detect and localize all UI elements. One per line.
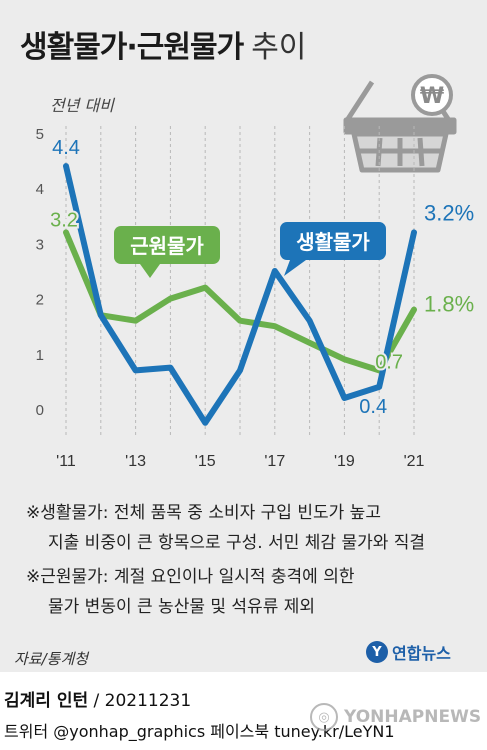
callout-label: 근원물가 (130, 235, 204, 258)
yonhap-logo-icon: Y (366, 641, 388, 663)
data-point (65, 165, 67, 167)
x-tick-label: '19 (334, 453, 355, 470)
data-label: 1.8% (424, 292, 474, 317)
title-sub: 추이 (251, 30, 307, 65)
data-point (204, 422, 206, 424)
author: 김계리 인턴 (4, 691, 89, 711)
data-label: 3.2% (424, 200, 474, 225)
data-point (309, 342, 311, 344)
callout-tail (284, 260, 306, 276)
data-point (413, 231, 415, 233)
footnote-line: 지출 비중이 큰 항목으로 구성. 서민 체감 물가와 직결 (48, 533, 426, 553)
data-point (343, 358, 345, 360)
footnote-core-prices: ※근원물가: 계절 요인이나 일시적 충격에 의한 물가 변동이 큰 농산물 및… (26, 562, 425, 622)
data-point (65, 231, 67, 233)
footnote-living-prices: ※생활물가: 전체 품목 중 소비자 구입 빈도가 높고 지출 비중이 큰 항목… (26, 498, 425, 558)
data-point (413, 309, 415, 311)
x-tick-label: '11 (56, 453, 76, 470)
x-tick-label: '13 (125, 453, 146, 470)
callout-label: 생활물가 (296, 231, 370, 254)
footnote-line: ※근원물가: 계절 요인이나 일시적 충격에 의한 (26, 567, 355, 587)
x-tick-label: '17 (264, 453, 285, 470)
data-point (135, 369, 137, 371)
footnote-line: 물가 변동이 큰 농산물 및 석유류 제외 (48, 597, 316, 617)
data-label: 0.7 (375, 351, 403, 373)
y-tick-label: 4 (36, 181, 44, 198)
y-tick-label: 3 (36, 236, 44, 253)
won-sign-icon: ₩ (411, 74, 453, 116)
data-point (100, 314, 102, 316)
chart-title: 생활물가·근원물가 추이 (20, 22, 306, 66)
callout-bubble (280, 222, 386, 260)
data-point (309, 320, 311, 322)
y-tick-label: 5 (36, 126, 44, 143)
y-tick-label: 2 (36, 292, 44, 309)
data-point (378, 386, 380, 388)
data-point (135, 320, 137, 322)
footnotes: ※생활물가: 전체 품목 중 소비자 구입 빈도가 높고 지출 비중이 큰 항목… (26, 498, 425, 626)
data-point (239, 320, 241, 322)
yonhap-logo: Y 연합뉴스 (366, 640, 451, 664)
footnote-line: ※생활물가: 전체 품목 중 소비자 구입 빈도가 높고 (26, 503, 381, 523)
data-point (239, 369, 241, 371)
y-tick-label: 1 (36, 347, 44, 364)
data-point (169, 298, 171, 300)
svg-text:₩: ₩ (420, 84, 444, 109)
data-point (343, 397, 345, 399)
social-links: 트위터 @yonhap_graphics 페이스북 tuney.kr/LeYN1 (4, 722, 395, 741)
data-point (274, 325, 276, 327)
yonhap-watermark-icon: ◎ (310, 703, 338, 731)
source-label: 자료/통계청 (14, 650, 89, 668)
data-point (274, 270, 276, 272)
credit-line: 김계리 인턴 / 20211231 (4, 686, 191, 711)
data-point (378, 369, 380, 371)
data-point (204, 287, 206, 289)
watermark-text: YONHAPNEWS (344, 707, 482, 727)
x-tick-label: '21 (404, 453, 425, 470)
data-label: 0.4 (359, 396, 387, 418)
data-label: 4.4 (52, 137, 80, 159)
callout-bubble (114, 226, 220, 264)
y-tick-label: 0 (36, 402, 44, 419)
infographic-panel (0, 0, 487, 672)
callout-tail (140, 264, 160, 278)
watermark: ◎ YONHAPNEWS (310, 703, 481, 731)
y-unit-label: 전년 대비 (50, 96, 114, 115)
date: / 20211231 (93, 691, 192, 711)
title-main: 생활물가·근원물가 (20, 30, 244, 65)
line-chart: ₩ 0 1 2 3 4 5 '11 '13 '15 '17 '19 '21 4.4 0.4 3.2% 3.… (36, 74, 476, 470)
data-point (169, 367, 171, 369)
x-tick-label: '15 (195, 453, 216, 470)
data-label: 3.2 (50, 209, 78, 231)
yonhap-logo-text: 연합뉴스 (392, 644, 451, 663)
